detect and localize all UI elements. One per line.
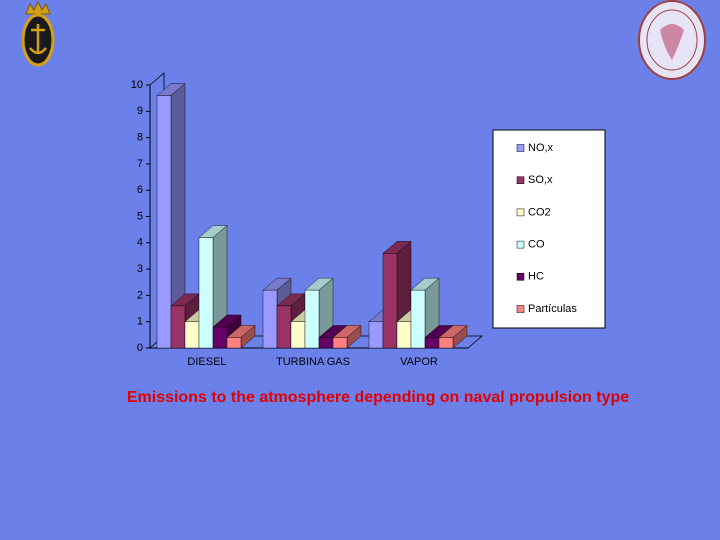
bar	[410, 277, 440, 349]
y-tick-label: 9	[137, 105, 143, 117]
legend-swatch	[516, 176, 525, 184]
y-tick-label: 4	[137, 237, 143, 249]
legend-label: SO,x	[528, 174, 553, 186]
x-tick-label: TURBINA GAS	[276, 356, 350, 368]
y-tick-label: 0	[137, 342, 143, 354]
bar-front	[156, 95, 172, 349]
legend-swatch	[516, 240, 525, 249]
x-tick-label: DIESEL	[187, 356, 226, 368]
bar-front	[318, 337, 334, 349]
legend-swatch	[516, 305, 525, 313]
y-tick-label: 5	[137, 210, 143, 222]
legend-label: CO	[528, 239, 545, 251]
y-tick-label: 1	[137, 316, 143, 328]
bar	[226, 325, 256, 349]
bar	[332, 325, 362, 349]
legend-box	[492, 129, 606, 329]
x-tick-label: VAPOR	[400, 356, 438, 368]
bar-front	[290, 321, 306, 349]
legend-swatch	[516, 144, 525, 152]
legend-label: CO2	[528, 206, 551, 218]
legend-label: NO,x	[528, 142, 554, 154]
bar-front	[424, 337, 440, 349]
bar	[156, 83, 186, 349]
bar-front	[276, 305, 292, 349]
bar-front	[212, 326, 228, 349]
bar-front	[438, 337, 454, 349]
bar-front	[226, 337, 242, 349]
caption: Emissions to the atmosphere depending on…	[127, 389, 629, 406]
y-tick-label: 10	[131, 79, 143, 91]
y-tick-label: 6	[137, 184, 143, 196]
bar-front	[368, 321, 384, 349]
bar-front	[410, 289, 426, 349]
bar-front	[184, 321, 200, 349]
navy-emblem	[21, 0, 55, 67]
y-tick-label: 2	[137, 289, 143, 301]
legend-swatch	[516, 273, 525, 281]
bar-front	[332, 337, 348, 349]
bar	[438, 325, 468, 349]
legend-label: Partículas	[528, 303, 577, 315]
bar-front	[382, 253, 398, 349]
legend-label: HC	[528, 271, 544, 283]
bar-front	[170, 305, 186, 349]
bar-front	[396, 321, 412, 349]
y-tick-label: 8	[137, 132, 143, 144]
legend-swatch	[516, 208, 525, 217]
y-tick-label: 3	[137, 263, 143, 275]
bar-front	[262, 289, 278, 349]
school-seal	[638, 0, 706, 80]
bar-front	[304, 289, 320, 349]
bar-front	[198, 237, 214, 349]
y-tick-label: 7	[137, 158, 143, 170]
